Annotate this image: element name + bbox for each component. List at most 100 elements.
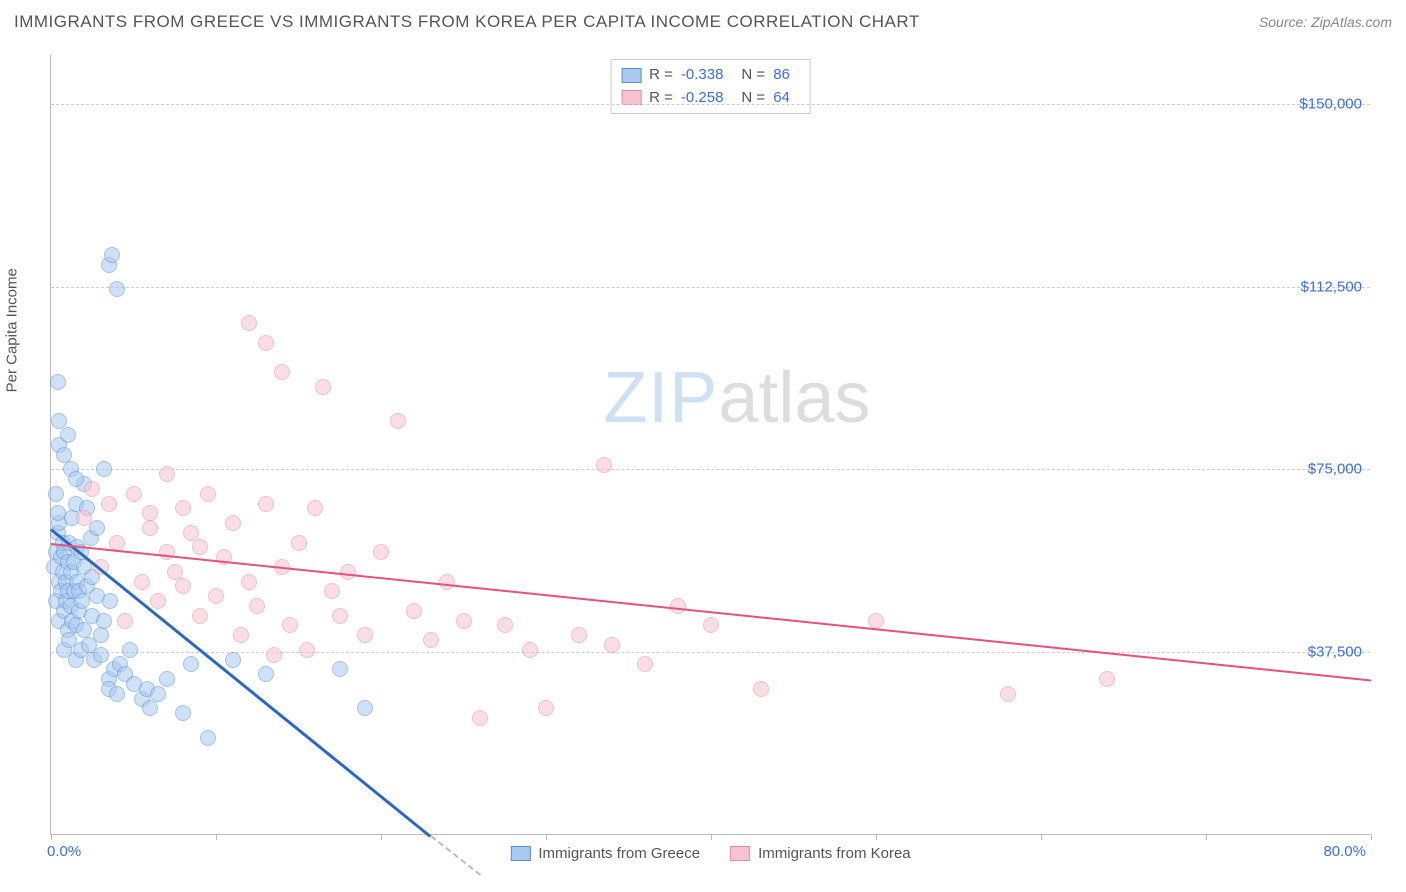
data-point — [522, 642, 538, 658]
data-point — [56, 447, 72, 463]
data-point — [68, 471, 84, 487]
data-point — [159, 544, 175, 560]
data-point — [84, 481, 100, 497]
y-tick-label: $112,500 — [1301, 278, 1362, 295]
swatch-greece — [621, 68, 641, 83]
data-point — [258, 335, 274, 351]
data-point — [423, 632, 439, 648]
stats-row-korea: R = -0.258 N = 64 — [621, 87, 800, 110]
scatter-plot: ZIPatlas R = -0.338 N = 86 R = -0.258 N … — [50, 55, 1370, 835]
data-point — [497, 617, 513, 633]
data-point — [74, 593, 90, 609]
r-value-korea: -0.258 — [681, 87, 724, 110]
data-point — [109, 281, 125, 297]
data-point — [357, 700, 373, 716]
data-point — [596, 457, 612, 473]
data-point — [225, 652, 241, 668]
data-point — [159, 671, 175, 687]
data-point — [50, 374, 66, 390]
legend-swatch-greece — [510, 846, 530, 861]
x-tick — [381, 834, 382, 840]
n-value-greece: 86 — [773, 64, 790, 87]
watermark: ZIPatlas — [603, 357, 870, 439]
data-point — [60, 427, 76, 443]
data-point — [142, 505, 158, 521]
data-point — [50, 505, 66, 521]
data-point — [753, 681, 769, 697]
y-tick-label: $37,500 — [1308, 644, 1362, 661]
data-point — [96, 461, 112, 477]
data-point — [126, 486, 142, 502]
data-point — [142, 700, 158, 716]
data-point — [1000, 686, 1016, 702]
data-point — [868, 613, 884, 629]
data-point — [167, 564, 183, 580]
data-point — [101, 496, 117, 512]
x-tick — [51, 834, 52, 840]
data-point — [134, 574, 150, 590]
data-point — [175, 578, 191, 594]
data-point — [357, 627, 373, 643]
data-point — [208, 588, 224, 604]
y-tick-label: $150,000 — [1299, 95, 1362, 112]
data-point — [637, 656, 653, 672]
data-point — [373, 544, 389, 560]
data-point — [1099, 671, 1115, 687]
n-value-korea: 64 — [773, 87, 790, 110]
legend-label-greece: Immigrants from Greece — [538, 845, 700, 862]
data-point — [51, 413, 67, 429]
data-point — [104, 247, 120, 263]
data-point — [324, 583, 340, 599]
x-axis-max-label: 80.0% — [1323, 843, 1366, 860]
x-tick — [1041, 834, 1042, 840]
data-point — [93, 627, 109, 643]
data-point — [299, 642, 315, 658]
legend-swatch-korea — [730, 846, 750, 861]
regression-extrapolation — [430, 835, 481, 876]
data-point — [183, 656, 199, 672]
data-point — [439, 574, 455, 590]
data-point — [406, 603, 422, 619]
data-point — [703, 617, 719, 633]
data-point — [200, 730, 216, 746]
data-point — [192, 608, 208, 624]
data-point — [233, 627, 249, 643]
legend-label-korea: Immigrants from Korea — [758, 845, 911, 862]
gridline — [51, 469, 1370, 470]
x-tick — [711, 834, 712, 840]
data-point — [89, 520, 105, 536]
gridline — [51, 287, 1370, 288]
data-point — [48, 486, 64, 502]
data-point — [571, 627, 587, 643]
data-point — [241, 315, 257, 331]
data-point — [282, 617, 298, 633]
data-point — [122, 642, 138, 658]
data-point — [266, 647, 282, 663]
data-point — [175, 705, 191, 721]
chart-title: IMMIGRANTS FROM GREECE VS IMMIGRANTS FRO… — [14, 12, 920, 32]
data-point — [340, 564, 356, 580]
x-tick — [876, 834, 877, 840]
data-point — [332, 661, 348, 677]
data-point — [390, 413, 406, 429]
data-point — [291, 535, 307, 551]
x-tick — [546, 834, 547, 840]
stats-row-greece: R = -0.338 N = 86 — [621, 64, 800, 87]
data-point — [258, 666, 274, 682]
data-point — [604, 637, 620, 653]
x-tick — [1371, 834, 1372, 840]
data-point — [274, 364, 290, 380]
data-point — [76, 622, 92, 638]
data-point — [258, 496, 274, 512]
data-point — [159, 466, 175, 482]
data-point — [93, 647, 109, 663]
data-point — [241, 574, 257, 590]
data-point — [307, 500, 323, 516]
data-point — [472, 710, 488, 726]
legend-item-greece: Immigrants from Greece — [510, 845, 700, 862]
legend-item-korea: Immigrants from Korea — [730, 845, 911, 862]
data-point — [249, 598, 265, 614]
data-point — [109, 535, 125, 551]
y-tick-label: $75,000 — [1308, 461, 1362, 478]
data-point — [332, 608, 348, 624]
